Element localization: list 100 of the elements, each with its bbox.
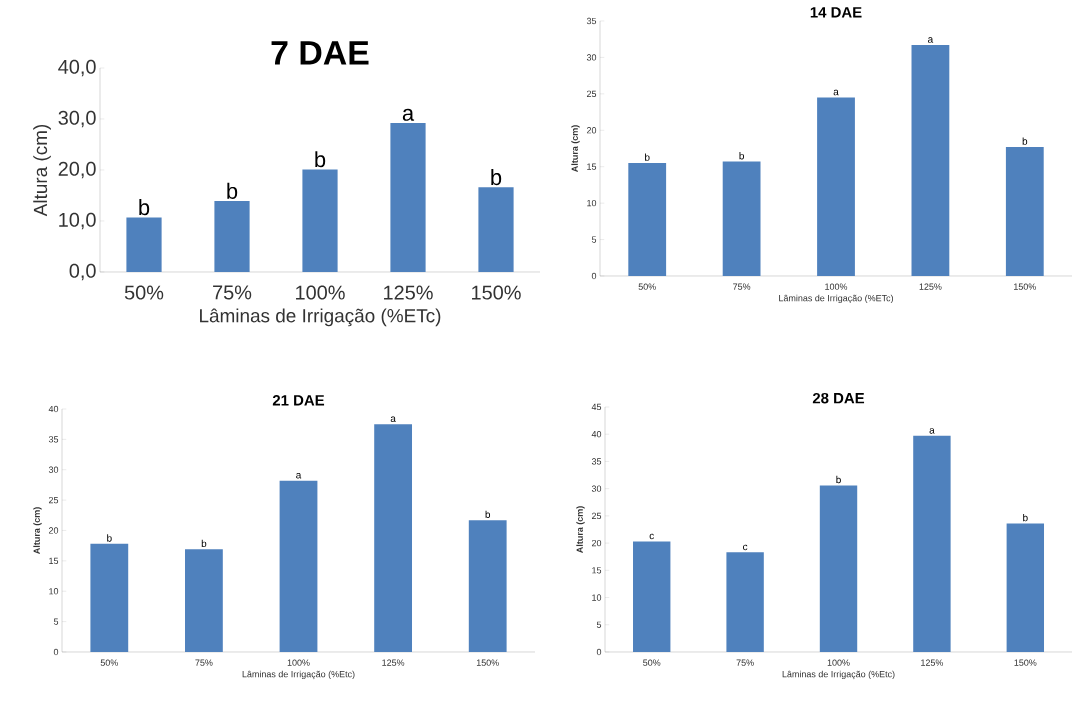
bar <box>126 217 162 272</box>
y-tick-label: 10,0 <box>59 212 96 230</box>
annotation: b <box>1022 137 1028 145</box>
annotation: a <box>929 428 935 434</box>
bar <box>911 45 950 276</box>
x-tick-label: 150% <box>476 659 499 666</box>
bar <box>726 552 764 652</box>
annotation: b <box>315 151 326 168</box>
y-tick-label: 15 <box>587 163 597 170</box>
x-tick-label: 50% <box>100 659 118 666</box>
y-tick-label: 25 <box>48 496 59 504</box>
annotation: a <box>402 108 415 121</box>
y-axis-title: Altura (cm) <box>33 507 42 554</box>
annotation: b <box>739 152 744 160</box>
y-tick-label: 30 <box>586 54 597 61</box>
y-tick-label: 30,0 <box>58 110 96 128</box>
annotation: a <box>833 89 839 96</box>
y-tick-label: 20 <box>48 527 59 534</box>
annotation: a <box>928 37 934 43</box>
bar <box>478 187 514 272</box>
x-axis-title: Lâminas de Irrigação (%Etc) <box>242 670 355 680</box>
annotation: c <box>743 544 748 551</box>
x-tick-label: 100% <box>287 659 310 666</box>
y-tick-label: 25 <box>591 512 602 520</box>
chart-title: 7 DAE <box>271 41 369 65</box>
y-tick-label: 10 <box>49 588 59 595</box>
y-tick-label: 5 <box>596 621 602 628</box>
y-tick-label: 5 <box>53 618 59 625</box>
y-tick-label: 5 <box>591 236 597 243</box>
annotation: b <box>491 169 502 186</box>
x-tick-label: 75% <box>733 283 751 290</box>
annotation: b <box>201 539 207 548</box>
y-tick-label: 35 <box>586 17 597 25</box>
bar <box>628 163 667 276</box>
x-tick-label: 125% <box>921 659 944 666</box>
x-tick-label: 125% <box>919 283 942 290</box>
x-tick-label: 50% <box>643 659 661 666</box>
x-tick-label: 50% <box>124 285 164 300</box>
annotation: b <box>645 153 650 161</box>
x-tick-label: 150% <box>1014 659 1037 666</box>
y-tick-label: 40 <box>48 405 59 413</box>
bar <box>817 97 855 276</box>
x-tick-label: 50% <box>638 283 656 290</box>
chart-title: 21 DAE <box>272 395 325 406</box>
bar <box>279 480 318 652</box>
y-tick-label: 20 <box>586 127 597 134</box>
x-axis-title: Lâminas de Irrigação (%Etc) <box>782 670 895 680</box>
annotation: b <box>107 534 112 542</box>
y-tick-label: 15 <box>49 557 59 564</box>
y-tick-label: 45 <box>591 403 602 411</box>
bar <box>722 161 761 276</box>
bar <box>302 169 338 272</box>
bar <box>1006 523 1045 652</box>
x-tick-label: 75% <box>736 659 754 666</box>
x-axis-title: Lâminas de Irrigação (%ETc) <box>200 308 441 327</box>
bar <box>214 201 250 272</box>
annotation: b <box>485 510 491 518</box>
y-tick-label: 0 <box>591 272 597 280</box>
y-tick-label: 40,0 <box>58 59 96 77</box>
bar <box>1005 147 1044 276</box>
y-tick-label: 35 <box>48 436 59 443</box>
bar <box>185 549 223 652</box>
y-axis-title: Altura (cm) <box>571 125 580 172</box>
annotation: a <box>390 416 396 422</box>
bar <box>819 485 858 652</box>
y-tick-label: 0 <box>53 648 59 656</box>
x-tick-label: 75% <box>195 659 213 666</box>
y-tick-label: 20,0 <box>58 161 96 179</box>
y-tick-label: 0 <box>596 648 602 656</box>
bar <box>633 541 671 652</box>
y-tick-label: 35 <box>591 458 602 465</box>
annotation: b <box>836 475 841 484</box>
chart-title: 28 DAE <box>812 392 865 404</box>
y-tick-label: 10 <box>587 199 597 207</box>
bar <box>90 543 129 652</box>
y-tick-label: 30 <box>591 485 602 492</box>
chart-title: 14 DAE <box>810 7 862 18</box>
bar <box>390 123 426 272</box>
annotation: b <box>139 199 150 216</box>
x-tick-label: 100% <box>827 659 850 666</box>
bar <box>913 435 951 652</box>
annotation: c <box>649 533 654 540</box>
y-tick-label: 30 <box>48 466 59 473</box>
bar <box>468 520 507 652</box>
annotation: b <box>227 182 238 199</box>
y-axis-title: Altura (cm) <box>576 506 585 553</box>
x-tick-label: 100% <box>825 283 848 290</box>
x-tick-label: 100% <box>296 285 345 300</box>
x-tick-label: 150% <box>1014 283 1036 290</box>
x-tick-label: 125% <box>384 285 433 300</box>
y-tick-label: 40 <box>591 431 602 438</box>
y-tick-label: 10 <box>592 594 602 601</box>
bar <box>374 424 413 652</box>
annotation: a <box>296 473 302 479</box>
x-tick-label: 150% <box>472 285 521 300</box>
x-axis-title: Lâminas de Irrigação (%ETc) <box>779 294 894 304</box>
x-tick-label: 75% <box>213 285 252 300</box>
y-tick-label: 15 <box>592 567 602 574</box>
y-tick-label: 20 <box>591 539 602 547</box>
y-axis-title: Altura (cm) <box>33 124 51 217</box>
